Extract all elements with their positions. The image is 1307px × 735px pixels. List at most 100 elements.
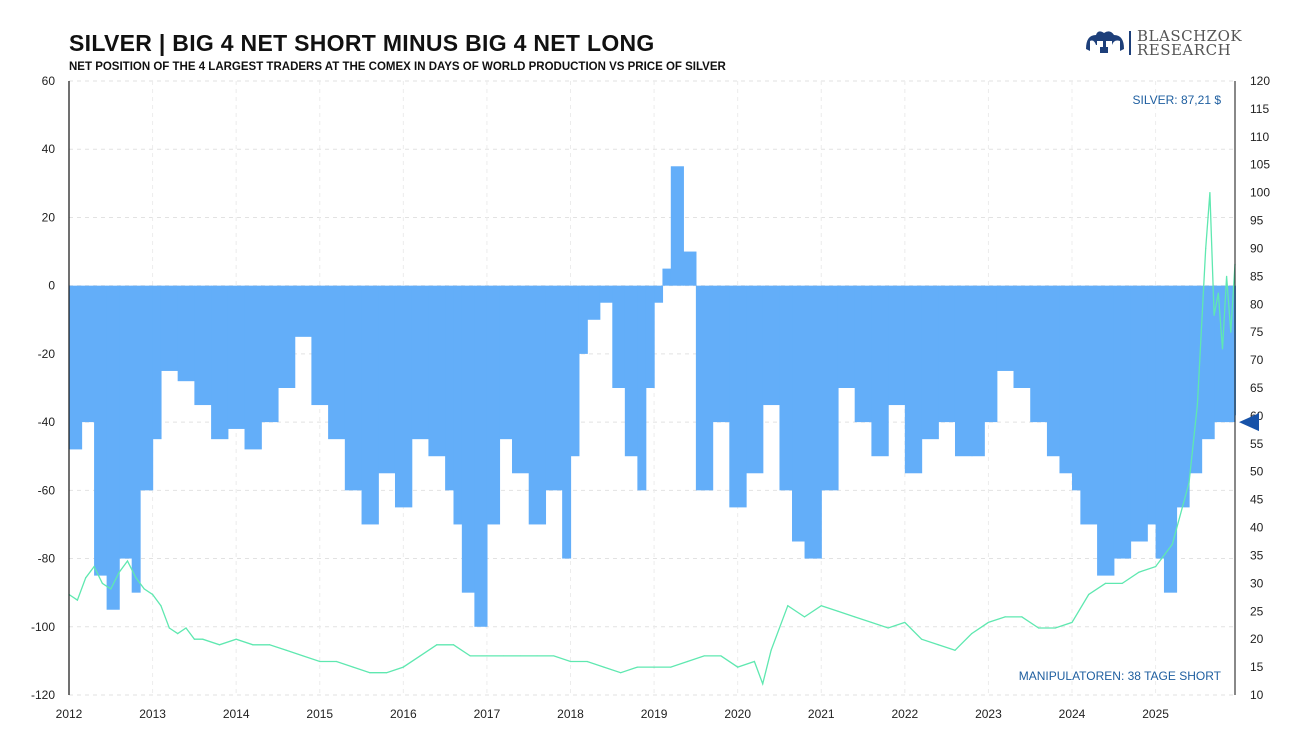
- y-tick-label-right: 110: [1250, 130, 1269, 144]
- y-tick-label-right: 45: [1250, 493, 1264, 507]
- y-tick-label-right: 100: [1250, 186, 1270, 200]
- net-position-bar: [311, 285, 329, 406]
- net-position-bar: [1189, 285, 1203, 474]
- net-position-bar: [695, 285, 714, 491]
- net-position-bar: [662, 268, 672, 286]
- y-tick-label-right: 65: [1250, 381, 1264, 395]
- net-position-bar: [612, 285, 626, 388]
- silver-price-point: [762, 683, 764, 685]
- net-position-bar: [921, 285, 939, 440]
- silver-price-point: [486, 655, 488, 657]
- silver-price-point: [335, 660, 338, 663]
- net-position-bar: [445, 285, 455, 491]
- silver-price-point: [1209, 192, 1211, 194]
- net-position-bar: [904, 285, 923, 474]
- silver-price-point: [452, 644, 455, 646]
- net-position-bar: [1163, 285, 1178, 593]
- net-position-bar: [1046, 285, 1061, 457]
- silver-price-point: [285, 649, 287, 651]
- net-position-bar: [1030, 285, 1048, 423]
- net-position-bar: [779, 285, 793, 491]
- net-position-bar: [69, 285, 83, 450]
- net-position-bar: [1201, 285, 1215, 440]
- silver-price-point: [369, 672, 371, 674]
- x-tick-label: 2013: [139, 707, 166, 721]
- silver-price-point: [469, 655, 471, 657]
- y-tick-label-right: 25: [1250, 604, 1264, 618]
- net-position-bar: [792, 285, 806, 542]
- net-position-bar: [378, 285, 396, 474]
- silver-price-point: [1213, 314, 1215, 317]
- chart-subtitle: NET POSITION OF THE 4 LARGEST TRADERS AT…: [69, 61, 726, 73]
- net-position-bar: [411, 285, 430, 440]
- net-position-bar: [984, 285, 998, 423]
- y-tick-label-left: 60: [42, 74, 56, 88]
- silver-price-point: [126, 560, 129, 562]
- logo-text-line2: RESEARCH: [1137, 41, 1232, 59]
- silver-price-point: [519, 655, 521, 657]
- net-position-bar: [683, 251, 697, 286]
- net-position-bar: [729, 285, 747, 508]
- net-position-bar: [637, 285, 647, 491]
- y-tick-label-left: -20: [38, 347, 56, 361]
- net-position-bar: [938, 285, 956, 423]
- silver-price-point: [971, 633, 973, 635]
- silver-price-point: [1188, 482, 1190, 484]
- silver-price-point: [1154, 566, 1157, 568]
- silver-price-point: [1021, 616, 1023, 618]
- net-position-bar: [511, 285, 530, 474]
- silver-price-point: [436, 644, 438, 646]
- silver-price-point: [118, 571, 120, 573]
- net-position-bar: [562, 285, 572, 559]
- silver-price-point: [620, 672, 622, 674]
- y-tick-label-right: 40: [1250, 521, 1264, 535]
- silver-price-point: [670, 666, 672, 668]
- net-position-bar: [1059, 285, 1073, 474]
- net-position-bar: [645, 285, 655, 388]
- silver-price-point: [151, 593, 154, 596]
- net-position-bar: [599, 285, 613, 303]
- current-value-marker: [1239, 413, 1259, 432]
- net-position-bar: [1155, 285, 1165, 559]
- net-position-bar: [1113, 285, 1132, 559]
- x-tick-label: 2025: [1142, 707, 1169, 721]
- silver-price-point: [1171, 543, 1173, 545]
- silver-price-point: [636, 666, 638, 668]
- silver-price-point: [770, 649, 772, 651]
- net-position-bar: [152, 285, 162, 440]
- silver-price-point: [202, 638, 204, 640]
- silver-price-point: [1071, 621, 1073, 624]
- net-position-bar: [499, 285, 513, 440]
- y-tick-label-left: 20: [42, 210, 56, 224]
- silver-price-point: [703, 655, 705, 657]
- net-position-bar: [177, 285, 195, 382]
- net-position-bar: [954, 285, 973, 457]
- y-tick-label-left: -100: [31, 620, 55, 634]
- net-position-bar: [1176, 285, 1190, 508]
- y-tick-label-right: 105: [1250, 158, 1270, 172]
- silver-price-point: [76, 599, 78, 601]
- x-tick-label: 2019: [641, 707, 668, 721]
- net-position-bar: [227, 285, 246, 429]
- silver-price-point: [553, 655, 555, 657]
- silver-price-point: [686, 660, 689, 663]
- silver-price-point: [854, 616, 856, 618]
- y-tick-label-left: 0: [48, 279, 55, 293]
- x-tick-label: 2018: [557, 707, 584, 721]
- x-tick-label: 2024: [1059, 707, 1086, 721]
- net-position-bar: [428, 285, 446, 457]
- silver-price-point: [787, 605, 789, 607]
- silver-price-point: [269, 644, 271, 646]
- y-tick-label-left: -120: [31, 688, 55, 702]
- net-position-bar: [261, 285, 279, 423]
- net-position-bar: [486, 285, 501, 525]
- net-position-bar: [344, 285, 363, 491]
- silver-price-point: [319, 660, 321, 663]
- silver-price-point: [803, 616, 806, 618]
- x-tick-label: 2021: [808, 707, 835, 721]
- silver-price-point: [352, 666, 354, 668]
- x-tick-label: 2020: [724, 707, 751, 721]
- y-tick-label-right: 35: [1250, 548, 1264, 562]
- y-tick-label-right: 70: [1250, 353, 1264, 367]
- net-position-bar: [294, 285, 312, 337]
